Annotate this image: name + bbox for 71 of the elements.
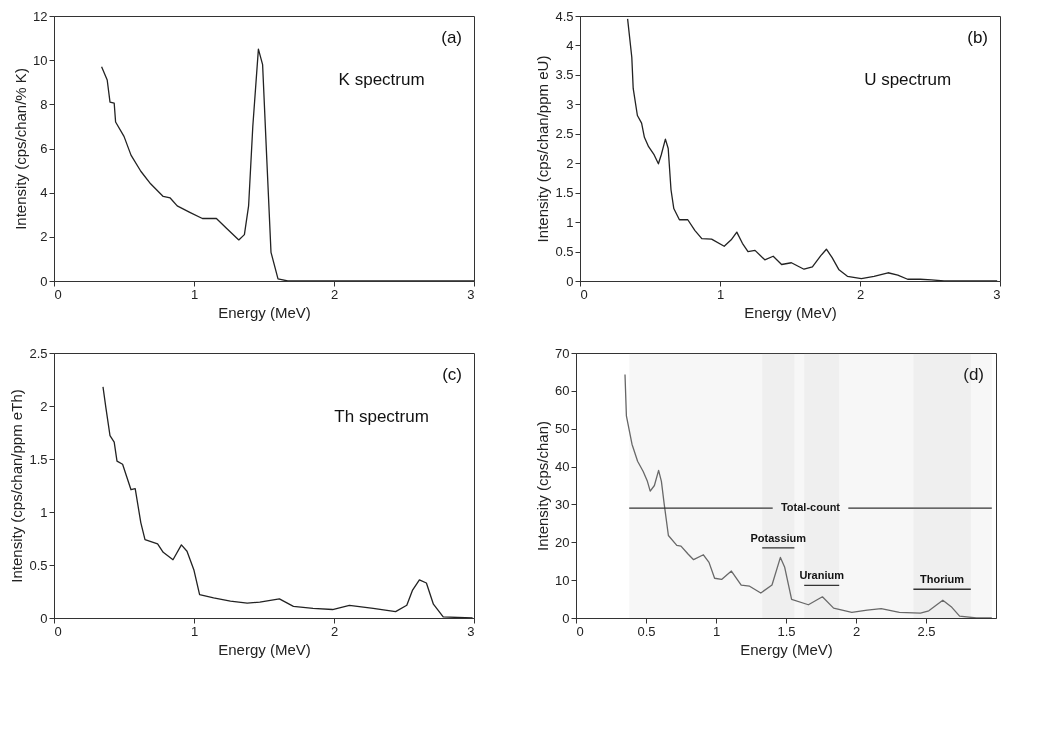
y-tick-label: 0.5: [555, 244, 574, 260]
x-tick-label: 1: [190, 623, 199, 639]
y-tick-label: 4: [566, 37, 574, 53]
x-tick-label: 2: [330, 623, 339, 639]
x-tick-label: 3: [467, 286, 475, 302]
x-tick-label: 0: [580, 286, 588, 302]
y-tick-label: 1.5: [555, 185, 574, 201]
x-tick-label: 2: [856, 286, 865, 302]
y-tick-label: 2: [566, 155, 574, 171]
line-series: [626, 18, 998, 281]
y-tick-label: 60: [555, 383, 570, 399]
y-tick-label: 20: [555, 534, 570, 550]
x-tick-label: 2.5: [917, 623, 936, 639]
y-tick-label: 1.5: [29, 451, 48, 467]
x-axis-title: Energy (MeV): [740, 640, 833, 658]
x-tick-label: 1: [712, 623, 721, 639]
y-tick-label: 8: [40, 96, 48, 112]
band-label: Uranium: [799, 569, 845, 582]
x-tick-label: 0: [576, 623, 584, 639]
y-tick-label: 2: [40, 398, 48, 414]
x-tick-label: 0: [54, 623, 62, 639]
y-tick-label: 0: [40, 610, 48, 626]
y-tick-label: 0: [40, 273, 48, 289]
x-tick-label: 1: [716, 286, 725, 302]
annotation: (a): [441, 28, 462, 47]
x-tick-label: 0.5: [637, 623, 656, 639]
x-tick-label: 1.5: [777, 623, 796, 639]
x-axis-title: Energy (MeV): [218, 640, 311, 658]
y-tick-label: 6: [40, 141, 48, 156]
annotation: (d): [963, 365, 984, 384]
annotation: (c): [442, 365, 462, 384]
line-series: [100, 48, 474, 281]
y-tick-label: 30: [555, 496, 570, 512]
x-axis-title: Energy (MeV): [218, 303, 311, 321]
x-tick-label: 0: [54, 286, 62, 302]
y-tick-label: 0.5: [29, 557, 48, 573]
y-tick-label: 12: [33, 8, 48, 24]
band-label: Total-count: [780, 501, 841, 514]
x-axis-title: Energy (MeV): [744, 303, 837, 321]
y-tick-label: 3.5: [555, 67, 574, 83]
y-tick-label: 0: [562, 610, 570, 626]
x-tick-label: 3: [467, 623, 475, 639]
x-tick-label: 3: [993, 286, 1001, 302]
y-tick-label: 4: [40, 185, 48, 201]
y-tick-label: 0: [566, 273, 574, 289]
y-tick-label: 4.5: [555, 8, 574, 24]
x-tick-label: 2: [852, 623, 861, 639]
y-tick-label: 10: [555, 572, 570, 588]
y-tick-label: 10: [33, 52, 48, 68]
y-tick-label: 2.5: [555, 126, 574, 142]
y-axis-title: Intensity (cps/chan/ppm eU): [534, 55, 552, 243]
line-series: [102, 386, 474, 618]
annotation: Th spectrum: [334, 406, 429, 426]
y-axis-title: Intensity (cps/chan/ppm eTh): [8, 389, 26, 583]
y-tick-label: 40: [555, 459, 570, 475]
annotation: U spectrum: [864, 69, 952, 89]
y-tick-label: 50: [555, 421, 570, 437]
y-tick-label: 1: [40, 504, 48, 520]
band-label: Thorium: [920, 573, 965, 586]
y-tick-label: 3: [566, 96, 574, 112]
y-axis-title: Intensity (cps/chan/% K): [12, 68, 30, 230]
y-tick-label: 1: [566, 214, 574, 230]
y-tick-label: 2: [40, 229, 48, 245]
x-tick-label: 2: [330, 286, 339, 302]
y-axis-title: Intensity (cps/chan): [534, 420, 552, 552]
annotation: (b): [967, 28, 988, 47]
y-tick-label: 2.5: [29, 345, 48, 361]
x-tick-label: 1: [190, 286, 199, 302]
annotation: K spectrum: [338, 69, 425, 89]
band-label: Potassium: [750, 531, 807, 544]
y-tick-label: 70: [555, 345, 570, 361]
